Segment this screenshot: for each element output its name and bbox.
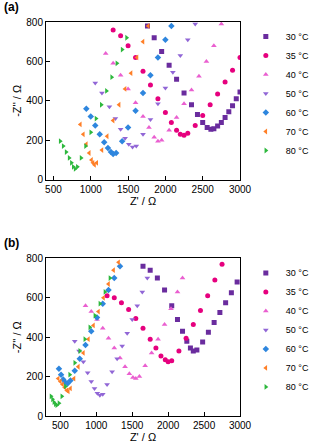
svg-text:600: 600	[26, 56, 43, 67]
svg-text:400: 400	[26, 95, 43, 106]
svg-text:200: 200	[26, 371, 43, 382]
svg-text:-Z'' / Ω: -Z'' / Ω	[11, 321, 23, 353]
svg-text:3000: 3000	[229, 420, 252, 431]
svg-text:1500: 1500	[121, 420, 144, 431]
svg-text:500: 500	[52, 420, 69, 431]
svg-text:Z' / Ω: Z' / Ω	[130, 195, 156, 207]
svg-text:800: 800	[26, 17, 43, 28]
svg-text:40 °C: 40 °C	[286, 306, 309, 316]
svg-text:500: 500	[45, 184, 62, 195]
svg-text:3000: 3000	[229, 184, 252, 195]
svg-text:(a): (a)	[4, 0, 19, 14]
svg-text:30 °C: 30 °C	[286, 32, 309, 42]
svg-text:Z' / Ω: Z' / Ω	[130, 431, 156, 443]
svg-text:1500: 1500	[117, 184, 140, 195]
svg-text:1000: 1000	[85, 420, 108, 431]
svg-text:1000: 1000	[80, 184, 103, 195]
svg-text:0: 0	[37, 411, 43, 422]
svg-text:80 °C: 80 °C	[286, 382, 309, 392]
svg-text:600: 600	[26, 292, 43, 303]
svg-text:30 °C: 30 °C	[286, 268, 309, 278]
svg-text:50 °C: 50 °C	[286, 89, 309, 99]
svg-text:2000: 2000	[157, 420, 180, 431]
svg-text:60 °C: 60 °C	[286, 344, 309, 354]
svg-text:70 °C: 70 °C	[286, 127, 309, 137]
svg-text:60 °C: 60 °C	[286, 108, 309, 118]
svg-text:50 °C: 50 °C	[286, 325, 309, 335]
svg-text:2500: 2500	[193, 420, 216, 431]
svg-text:200: 200	[26, 135, 43, 146]
svg-text:70 °C: 70 °C	[286, 363, 309, 373]
svg-text:0: 0	[37, 174, 43, 185]
svg-text:-Z'' / Ω: -Z'' / Ω	[11, 85, 23, 117]
svg-text:40 °C: 40 °C	[286, 70, 309, 80]
svg-text:35 °C: 35 °C	[286, 287, 309, 297]
svg-text:35 °C: 35 °C	[286, 51, 309, 61]
svg-text:80 °C: 80 °C	[286, 146, 309, 156]
svg-text:2500: 2500	[192, 184, 215, 195]
svg-text:400: 400	[26, 332, 43, 343]
svg-text:2000: 2000	[154, 184, 177, 195]
svg-text:(b): (b)	[4, 236, 19, 250]
svg-text:800: 800	[26, 253, 43, 264]
